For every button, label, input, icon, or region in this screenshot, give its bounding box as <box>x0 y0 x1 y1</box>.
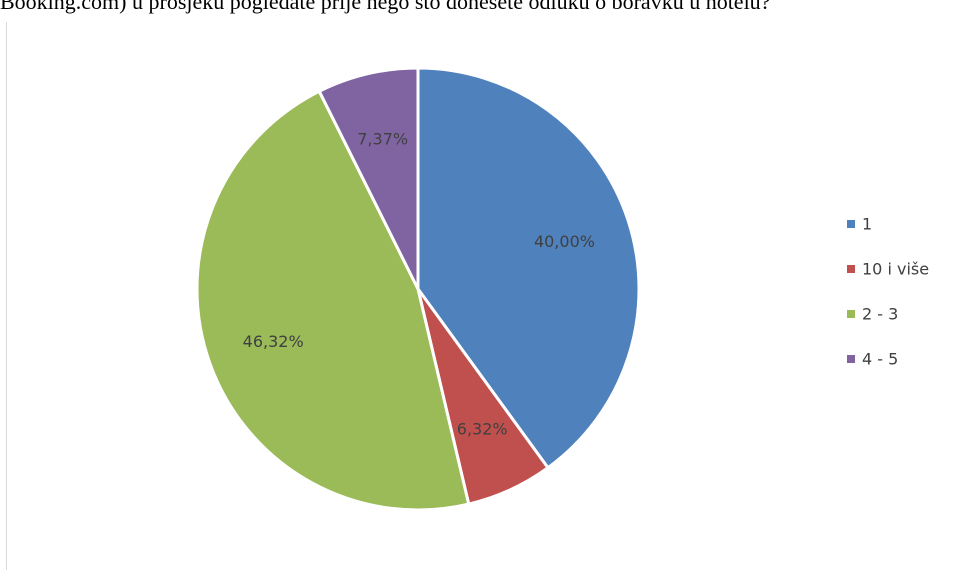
pie-slice-4-5 <box>317 66 420 291</box>
legend-swatch-4-5 <box>847 355 855 363</box>
page-caption: Booking.com) u prosjeku pogledate prije … <box>0 0 955 22</box>
data-label-10-i-vi-e: 6,32% <box>457 419 508 438</box>
legend-swatch-1 <box>847 220 855 228</box>
legend-swatch-10-i-vi-e <box>847 265 855 273</box>
legend-label-10-i-vi-e: 10 i više <box>862 260 929 279</box>
caption-text: Booking.com) u prosjeku pogledate prije … <box>0 0 771 14</box>
data-label-2-3: 46,32% <box>243 332 304 351</box>
data-label-1: 40,00% <box>534 232 595 251</box>
pie-slice-2-3 <box>195 89 471 512</box>
chart-frame-border <box>6 22 7 570</box>
legend-label-2-3: 2 - 3 <box>862 305 898 324</box>
legend-label-4-5: 4 - 5 <box>862 350 898 369</box>
data-label-4-5: 7,37% <box>357 130 408 149</box>
pie-slices <box>195 66 641 512</box>
pie-data-labels: 40,00% 6,32% 46,32% 7,37% <box>243 130 595 439</box>
chart-legend: 1 10 i više 2 - 3 4 - 5 <box>847 215 929 369</box>
pie-slice-1 <box>416 66 641 470</box>
legend-label-1: 1 <box>862 215 872 234</box>
legend-swatch-2-3 <box>847 310 855 318</box>
